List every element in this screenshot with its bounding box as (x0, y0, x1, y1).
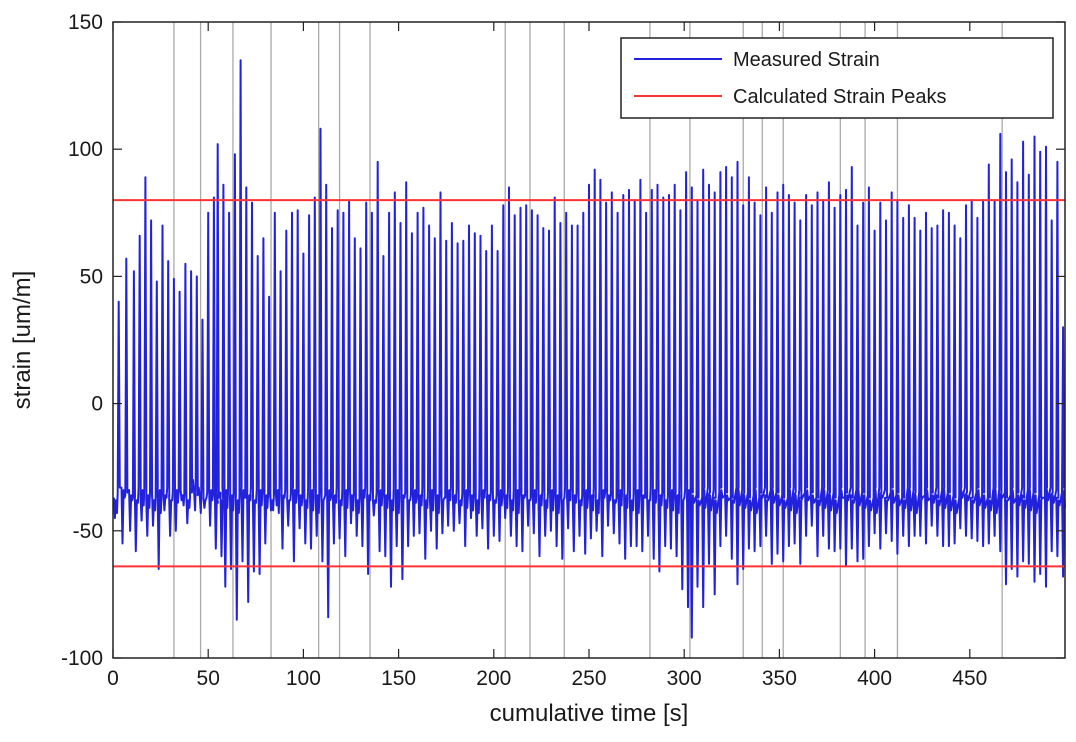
x-tick-label-2: 100 (286, 667, 321, 690)
x-tick-label-5: 250 (571, 667, 606, 690)
x-tick-label-3: 150 (381, 667, 416, 690)
x-tick-label-6: 300 (667, 667, 702, 690)
y-tick-label-2: 0 (91, 393, 103, 416)
series-lines (112, 59, 1066, 639)
y-tick-label-4: 100 (68, 138, 103, 161)
y-tick-label-0: -100 (61, 647, 103, 670)
legend-label-measured: Measured Strain (733, 49, 880, 71)
x-axis-ticks: 0 50 100 150 200 250 300 350 400 450 (107, 22, 987, 690)
x-tick-label-7: 350 (762, 667, 797, 690)
series-measured-strain-line (112, 59, 1066, 639)
x-tick-label-8: 400 (857, 667, 892, 690)
x-tick-label-9: 450 (952, 667, 987, 690)
x-tick-label-1: 50 (197, 667, 220, 690)
y-tick-label-1: -50 (73, 520, 103, 543)
calculated-peak-lines (113, 199, 1065, 568)
legend: Measured Strain Calculated Strain Peaks (620, 37, 1054, 119)
y-axis-ticks: -100 -50 0 50 100 150 (61, 11, 1065, 670)
y-axis-title: strain [um/m] (9, 271, 36, 410)
y-tick-label-3: 50 (80, 265, 103, 288)
x-tick-label-4: 200 (476, 667, 511, 690)
legend-box (620, 37, 1054, 119)
legend-label-calculated: Calculated Strain Peaks (733, 86, 946, 108)
x-axis-title: cumulative time [s] (490, 700, 689, 727)
x-tick-label-0: 0 (107, 667, 119, 690)
y-tick-label-5: 150 (68, 11, 103, 34)
